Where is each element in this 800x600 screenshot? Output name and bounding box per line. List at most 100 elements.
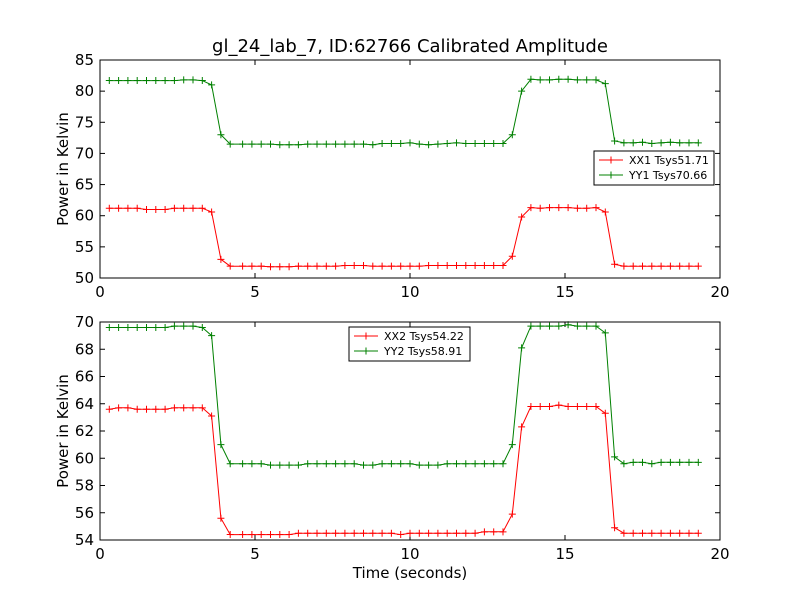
data-point	[657, 458, 665, 466]
data-point	[217, 131, 225, 139]
data-point	[143, 77, 150, 85]
data-point	[248, 531, 256, 539]
data-point	[620, 262, 628, 270]
data-point	[480, 528, 488, 536]
data-point	[685, 458, 693, 466]
data-point	[676, 529, 684, 537]
data-point	[406, 139, 414, 147]
data-point	[285, 461, 293, 469]
data-point	[313, 262, 321, 270]
data-point	[480, 460, 488, 468]
x-tick-label: 5	[250, 283, 260, 301]
data-point	[639, 138, 646, 146]
data-point	[341, 460, 349, 468]
x-tick-label: 10	[400, 283, 419, 301]
data-point	[508, 441, 516, 449]
series-line-2	[109, 324, 699, 466]
data-point	[360, 140, 367, 148]
data-point	[360, 529, 367, 537]
x-tick-label: 0	[95, 545, 105, 563]
data-point	[555, 204, 563, 212]
data-point	[378, 139, 386, 147]
axes-frame	[99, 59, 721, 279]
y-tick-label: 60	[75, 207, 94, 225]
data-point	[217, 255, 225, 263]
data-point	[208, 81, 216, 89]
data-point	[536, 322, 544, 330]
data-point	[276, 461, 284, 469]
data-point	[443, 460, 451, 468]
data-point	[115, 77, 123, 85]
data-point	[226, 262, 234, 270]
data-point	[611, 260, 619, 268]
data-point	[304, 460, 312, 468]
data-point	[170, 404, 178, 412]
data-point	[105, 77, 113, 85]
data-point	[378, 460, 386, 468]
data-point	[694, 139, 702, 147]
y-tick-label: 56	[75, 504, 94, 522]
data-point	[208, 412, 216, 420]
data-point	[499, 139, 507, 147]
data-point	[527, 402, 535, 410]
data-point	[406, 262, 414, 270]
data-point	[313, 140, 321, 148]
series-line-1	[109, 207, 699, 268]
y-tick-label: 66	[75, 368, 94, 386]
legend-label: YY2 Tsys58.91	[383, 345, 462, 358]
data-point	[105, 405, 113, 413]
axes-frame	[99, 321, 721, 541]
data-point	[639, 529, 646, 537]
data-point	[226, 531, 234, 539]
x-tick-label: 20	[710, 283, 729, 301]
data-point	[189, 76, 197, 84]
data-point	[527, 204, 535, 212]
data-point	[115, 204, 123, 212]
legend-box	[348, 326, 471, 362]
data-point	[143, 323, 150, 331]
data-point	[564, 204, 572, 212]
data-point	[397, 460, 405, 468]
data-point	[676, 262, 684, 270]
data-point	[294, 262, 302, 270]
data-point	[592, 322, 600, 330]
data-point	[248, 140, 256, 148]
data-point	[546, 322, 553, 330]
data-point	[332, 140, 340, 148]
data-point	[124, 204, 132, 212]
data-point	[657, 139, 665, 147]
data-point	[341, 262, 349, 270]
legend-marker	[607, 156, 615, 164]
y-tick-label: 58	[75, 477, 94, 495]
data-point	[666, 529, 674, 537]
data-point	[267, 140, 274, 148]
data-point	[143, 205, 150, 213]
data-point	[527, 75, 535, 83]
data-point	[648, 529, 656, 537]
y-tick-label: 70	[75, 313, 94, 331]
data-point	[573, 76, 581, 84]
legend-label: YY1 Tsys70.66	[628, 169, 707, 182]
data-point	[620, 529, 628, 537]
data-point	[639, 458, 646, 466]
data-point	[629, 529, 637, 537]
data-point	[198, 77, 206, 85]
x-tick-label: 20	[710, 545, 729, 563]
data-point	[105, 323, 113, 331]
data-point	[508, 510, 516, 518]
data-point	[499, 262, 507, 270]
data-point	[555, 322, 563, 330]
data-point	[267, 531, 274, 539]
data-point	[313, 529, 321, 537]
data-point	[583, 76, 591, 84]
data-point	[397, 262, 405, 270]
data-point	[425, 262, 433, 270]
data-point	[304, 529, 312, 537]
data-point	[387, 262, 395, 270]
data-point	[564, 75, 572, 83]
legend-marker	[607, 171, 615, 179]
data-point	[276, 141, 284, 149]
data-point	[285, 531, 293, 539]
data-point	[685, 139, 693, 147]
data-point	[143, 405, 150, 413]
